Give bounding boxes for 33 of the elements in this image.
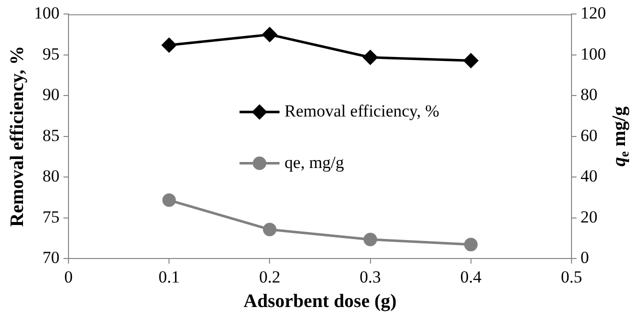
y2-tick-label: 120 — [580, 4, 606, 23]
y2-axis-title: qe mg/g — [608, 106, 632, 166]
point — [363, 50, 378, 65]
y-tick-label: 95 — [42, 44, 60, 64]
y-tick-label: 90 — [42, 85, 60, 104]
point — [162, 193, 176, 207]
y-tick-label: 80 — [42, 166, 60, 186]
x-tick-label: 0.2 — [259, 267, 280, 286]
x-tick-label: 0.5 — [560, 267, 582, 286]
y-tick-label: 100 — [34, 4, 60, 23]
legend-label: Removal efficiency, % — [284, 101, 440, 120]
x-axis-title: Adsorbent dose (g) — [243, 290, 397, 312]
x-tick-label: 0 — [64, 267, 73, 286]
point — [262, 222, 276, 236]
y-tick-label: 75 — [42, 207, 60, 226]
x-tick-label: 0.4 — [460, 267, 482, 286]
y2-tick-label: 60 — [580, 126, 598, 145]
y2-tick-label: 80 — [580, 85, 598, 104]
point — [464, 53, 478, 68]
x-tick-label: 0.3 — [360, 267, 381, 286]
y-tick-label: 85 — [42, 126, 60, 145]
y2-tick-label: 40 — [580, 166, 598, 186]
point — [262, 27, 277, 42]
point — [464, 238, 478, 252]
legend-label: qe, mg/g — [284, 152, 345, 172]
y2-tick-label: 100 — [580, 44, 606, 64]
y2-tick-label: 0 — [580, 248, 589, 268]
point — [162, 38, 176, 52]
x-tick-label: 0.1 — [158, 267, 180, 286]
y-tick-label: 70 — [42, 248, 60, 268]
y2-tick-label: 20 — [580, 207, 598, 226]
y-axis-title: Removal efficiency, % — [6, 46, 28, 227]
point — [364, 232, 378, 246]
